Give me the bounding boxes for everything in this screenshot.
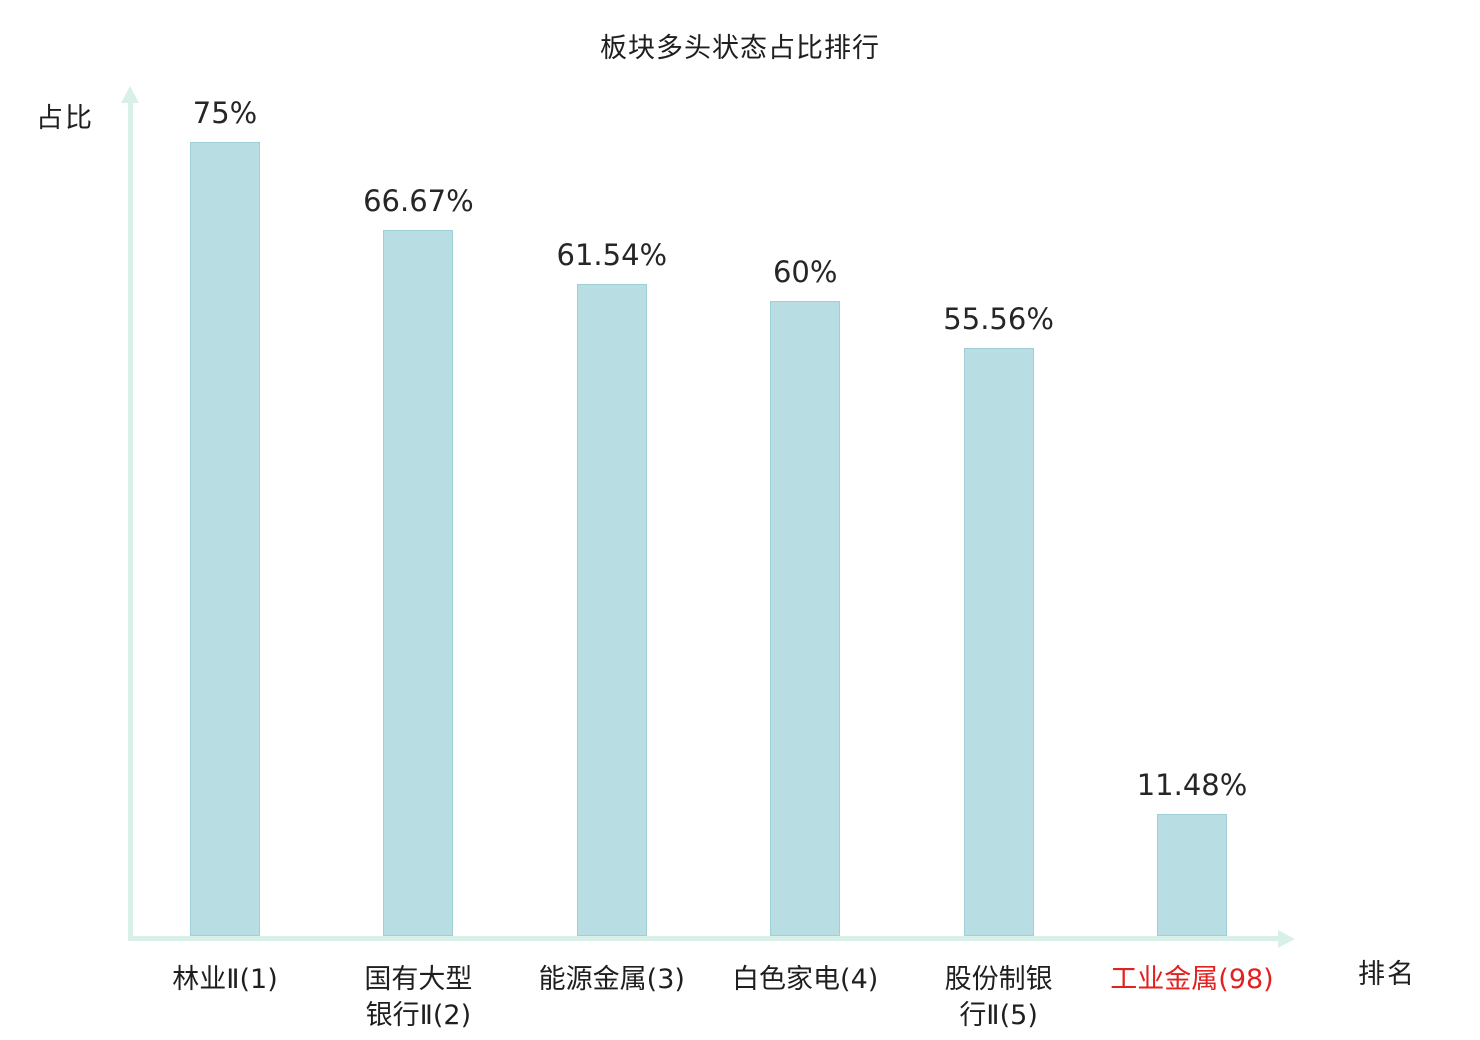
- category-label: 工业金属(98): [1110, 964, 1274, 995]
- bar: [383, 230, 454, 936]
- bar: [770, 300, 841, 936]
- x-axis-title: 排名: [1358, 959, 1416, 990]
- bar-value-label: 11.48%: [1136, 768, 1248, 803]
- bar: [1157, 814, 1227, 936]
- bar-value-label: 61.54%: [556, 238, 668, 273]
- bar-value-label: 75%: [192, 96, 258, 130]
- category-label: 林业Ⅱ(1): [172, 964, 278, 995]
- bar-value-label: 66.67%: [363, 184, 474, 219]
- bar: [190, 142, 260, 936]
- y-axis-title: 占比: [36, 103, 94, 134]
- y-axis-arrow-icon: [121, 86, 139, 103]
- x-axis-arrow-icon: [1278, 929, 1295, 948]
- category-label: 白色家电(4): [732, 964, 879, 995]
- category-label: 股份制银 行Ⅱ(5): [944, 964, 1053, 1032]
- chart-title: 板块多头状态占比排行: [600, 33, 880, 64]
- category-label: 国有大型 银行Ⅱ(2): [364, 964, 473, 1032]
- bar: [963, 347, 1034, 936]
- category-label: 能源金属(3): [538, 964, 685, 995]
- y-axis: [128, 102, 133, 940]
- bar-value-label: 60%: [772, 254, 838, 289]
- x-axis: [128, 936, 1280, 941]
- bar: [576, 284, 647, 936]
- bar-value-label: 55.56%: [943, 301, 1054, 336]
